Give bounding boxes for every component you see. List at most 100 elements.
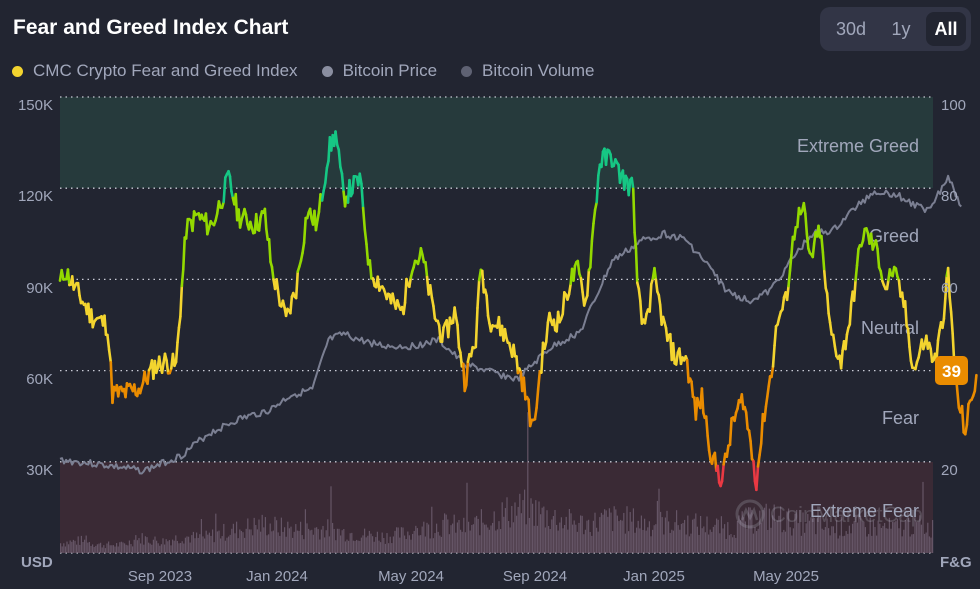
volume-bar	[660, 511, 662, 553]
volume-bar	[442, 519, 444, 553]
legend-bitcoin-price[interactable]: Bitcoin Price	[321, 61, 437, 81]
volume-bar	[892, 521, 894, 553]
volume-bar	[652, 529, 654, 553]
volume-bar	[812, 518, 814, 553]
volume-bar	[503, 516, 505, 553]
volume-bar	[380, 542, 382, 553]
fear-greed-segment	[654, 278, 659, 293]
volume-bar	[840, 516, 842, 553]
volume-bar	[572, 524, 574, 553]
range-all-button[interactable]: All	[926, 12, 966, 46]
range-30d-button[interactable]: 30d	[835, 19, 867, 39]
fear-greed-segment	[314, 219, 319, 232]
watermark: CoinMarketCap	[735, 499, 923, 529]
volume-bar	[247, 518, 249, 553]
fear-greed-segment	[707, 448, 712, 462]
volume-bar	[63, 543, 65, 553]
chart-legend: CMC Crypto Fear and Greed Index Bitcoin …	[12, 61, 595, 81]
volume-bar	[125, 544, 127, 553]
fear-greed-segment	[827, 312, 832, 324]
fear-greed-segment	[176, 326, 181, 344]
fear-greed-segment	[821, 250, 826, 273]
range-1y-button[interactable]: 1y	[891, 19, 911, 39]
fear-greed-segment	[941, 317, 946, 330]
volume-bar	[204, 538, 206, 553]
volume-bar	[188, 536, 190, 553]
volume-bar	[637, 520, 639, 553]
volume-bar	[333, 528, 335, 553]
volume-bar	[778, 515, 780, 553]
volume-bar	[432, 538, 434, 553]
fear-greed-segment	[270, 265, 275, 281]
fear-greed-segment	[758, 442, 763, 457]
volume-bar	[536, 525, 538, 553]
legend-fear-greed[interactable]: CMC Crypto Fear and Greed Index	[12, 61, 298, 81]
volume-bar	[264, 517, 266, 553]
volume-bar	[122, 542, 124, 553]
fear-greed-segment	[785, 284, 790, 302]
fear-greed-segment	[725, 444, 730, 458]
volume-bar	[375, 537, 377, 553]
fear-greed-segment	[540, 341, 545, 374]
volume-bar	[484, 524, 486, 553]
zone-label-greed: Greed	[869, 226, 919, 246]
volume-bar	[208, 532, 210, 553]
fear-greed-segment	[949, 311, 954, 336]
volume-bar	[476, 515, 478, 553]
volume-bar	[853, 521, 855, 553]
volume-bar	[287, 521, 289, 553]
volume-bar	[821, 528, 823, 553]
fear-greed-segment	[437, 324, 442, 343]
fear-greed-segment	[143, 370, 148, 382]
volume-bar	[120, 541, 122, 553]
fear-greed-segment	[653, 266, 658, 281]
volume-bar	[551, 519, 553, 553]
fear-greed-segment	[590, 222, 595, 243]
volume-bar	[768, 508, 770, 553]
volume-bar	[256, 529, 258, 553]
fear-greed-segment	[771, 344, 776, 368]
volume-bar	[834, 533, 836, 553]
volume-bar	[508, 521, 510, 553]
volume-bar	[794, 513, 796, 553]
legend-bitcoin-volume[interactable]: Bitcoin Volume	[461, 61, 595, 81]
volume-bar	[224, 540, 226, 553]
volume-bar	[576, 531, 578, 553]
volume-bar	[317, 529, 319, 553]
volume-bar	[343, 528, 345, 553]
volume-bar	[239, 529, 241, 553]
volume-bar	[882, 525, 884, 553]
volume-bar	[485, 524, 487, 553]
fear-greed-segment	[802, 201, 807, 215]
fear-greed-segment	[963, 423, 969, 436]
watermark-text: CoinMarketCap	[770, 502, 923, 527]
fear-greed-segment	[811, 241, 816, 259]
volume-bar	[240, 530, 242, 553]
fear-greed-segment	[627, 178, 632, 197]
fear-greed-segment	[763, 405, 768, 423]
volume-bar	[325, 530, 327, 553]
volume-bar	[100, 542, 102, 553]
volume-bar	[786, 511, 788, 553]
volume-bar	[837, 538, 839, 553]
volume-bar	[156, 540, 158, 553]
fear-greed-segment	[917, 348, 922, 359]
volume-bar	[704, 532, 706, 553]
volume-bar	[741, 511, 743, 553]
volume-bar	[199, 534, 201, 553]
volume-bar	[623, 512, 625, 553]
volume-bar	[160, 544, 162, 553]
volume-bar	[567, 529, 569, 553]
volume-bar	[533, 525, 535, 553]
volume-bar	[488, 529, 490, 553]
volume-bar	[722, 528, 724, 553]
volume-bar	[282, 531, 284, 553]
volume-bar	[735, 537, 737, 553]
volume-bar	[903, 529, 905, 553]
volume-bar	[917, 521, 919, 553]
fear-greed-segment	[476, 278, 481, 310]
volume-bar	[544, 527, 546, 553]
fear-greed-segment	[773, 324, 778, 347]
volume-bar	[791, 535, 793, 553]
volume-bar	[520, 513, 522, 553]
